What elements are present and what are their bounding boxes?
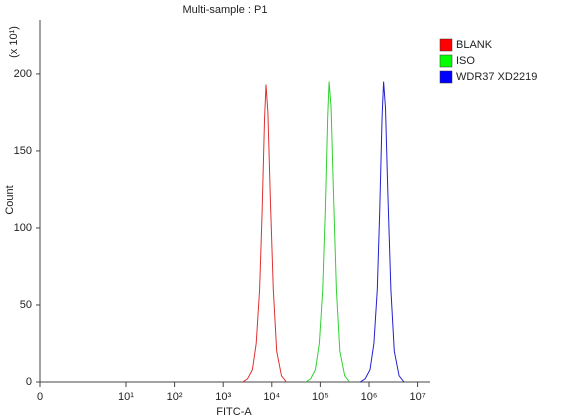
x-tick-label: 10⁷: [409, 391, 425, 403]
x-tick-label: 10²: [167, 391, 183, 403]
x-tick-label: 10⁵: [312, 391, 329, 403]
legend-label: ISO: [456, 55, 475, 67]
legend-label: WDR37 XD2219: [456, 71, 537, 83]
legend-swatch: [439, 54, 453, 68]
chart-title: Multi-sample : P1: [183, 4, 268, 16]
x-tick-label: 10⁴: [263, 391, 280, 403]
x-tick-label: 10⁶: [361, 391, 378, 403]
histogram-line: [305, 81, 350, 383]
x-tick-label: 10³: [215, 391, 231, 403]
y-tick-label: 100: [14, 222, 32, 234]
histogram-line: [359, 81, 405, 383]
legend-label: BLANK: [456, 39, 493, 51]
y-multiplier: (x 10¹): [8, 26, 20, 58]
y-tick-label: 50: [20, 299, 32, 311]
y-tick-label: 150: [14, 145, 32, 157]
y-tick-label: 0: [26, 376, 32, 388]
legend-swatch: [439, 70, 453, 84]
legend-swatch: [439, 38, 453, 52]
x-axis-label: FITC-A: [216, 406, 252, 418]
x-tick-label: 10¹: [118, 391, 134, 403]
y-axis-label: Count: [4, 185, 16, 214]
x-tick-label: 0: [37, 391, 43, 403]
histogram-line: [242, 84, 287, 383]
y-tick-label: 200: [14, 68, 32, 80]
